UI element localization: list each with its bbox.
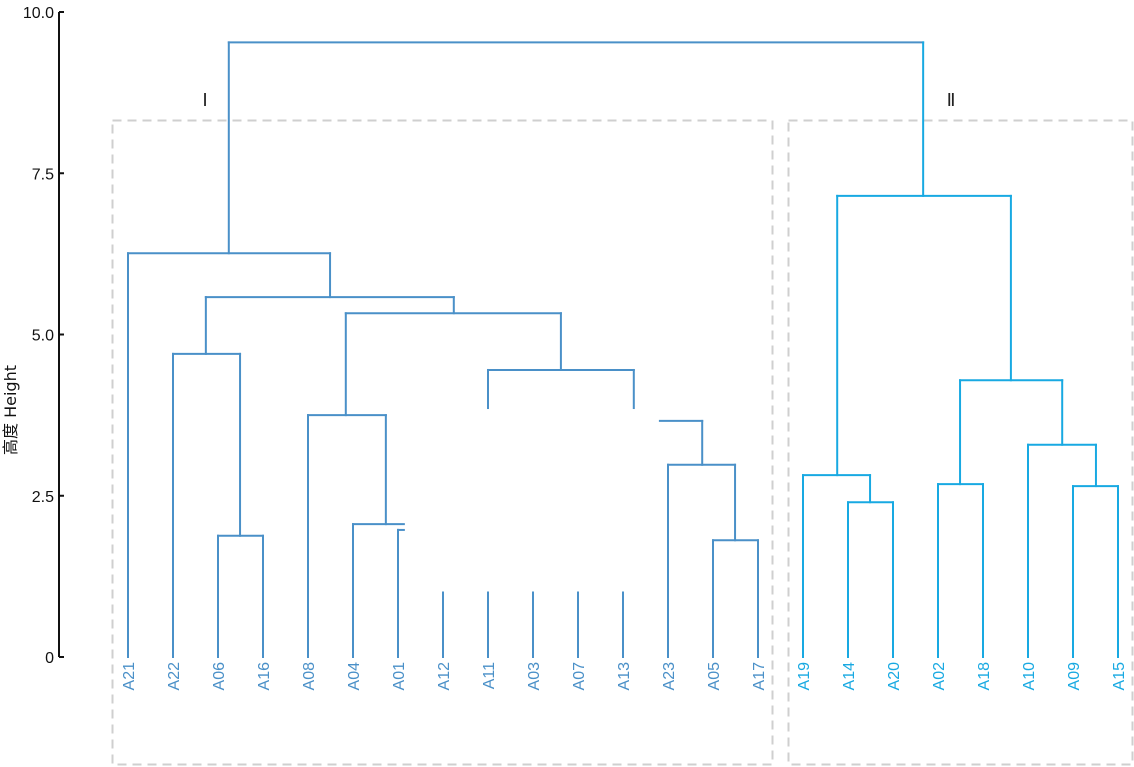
leaf-label-A17: A17 [751,662,768,691]
leaf-label-A14: A14 [841,662,858,691]
cluster-label-II: Ⅱ [947,90,956,110]
leaf-label-A16: A16 [256,662,273,691]
leaf-label-A08: A08 [301,662,318,691]
leaf-label-A05: A05 [706,662,723,691]
cluster-label-I: Ⅰ [202,90,207,110]
y-tick-label: 2.5 [32,489,54,506]
leaf-label-A07: A07 [571,662,588,691]
leaf-label-A09: A09 [1066,662,1083,691]
leaf-label-A20: A20 [886,662,903,691]
leaf-label-A03: A03 [526,662,543,691]
leaf-label-A02: A02 [931,662,948,691]
leaf-labels: A21 A22 A06 A16 A08 A04 A01 A12 A11 A03 A07 A13 A23 A… [121,662,1128,691]
y-tick-label: 7.5 [32,166,54,183]
y-axis: 0 2.5 5.0 7.5 10.0 [23,5,64,667]
dendrogram-links [127,41,1119,658]
leaf-label-A04: A04 [346,662,363,691]
leaf-label-A22: A22 [166,662,183,691]
y-tick-label: 5.0 [32,328,54,345]
leaf-label-A11: A11 [481,662,498,689]
leaf-label-A12: A12 [436,662,453,691]
leaf-label-A19: A19 [796,662,813,691]
leaf-label-A01: A01 [391,662,408,691]
leaf-label-A18: A18 [976,662,993,691]
y-tick-label: 0 [45,650,54,667]
y-axis-label: 高度 Height [1,365,20,455]
cluster-box-I [111,119,774,766]
leaf-label-A23: A23 [661,662,678,691]
cluster-box-II [787,119,1134,766]
y-tick-label: 10.0 [23,5,54,22]
leaf-label-A06: A06 [211,662,228,691]
cluster-boxes [111,119,1134,766]
leaf-label-A15: A15 [1111,662,1128,691]
leaf-label-A21: A21 [121,662,138,691]
leaf-label-A13: A13 [616,662,633,691]
leaf-label-A10: A10 [1021,662,1038,691]
